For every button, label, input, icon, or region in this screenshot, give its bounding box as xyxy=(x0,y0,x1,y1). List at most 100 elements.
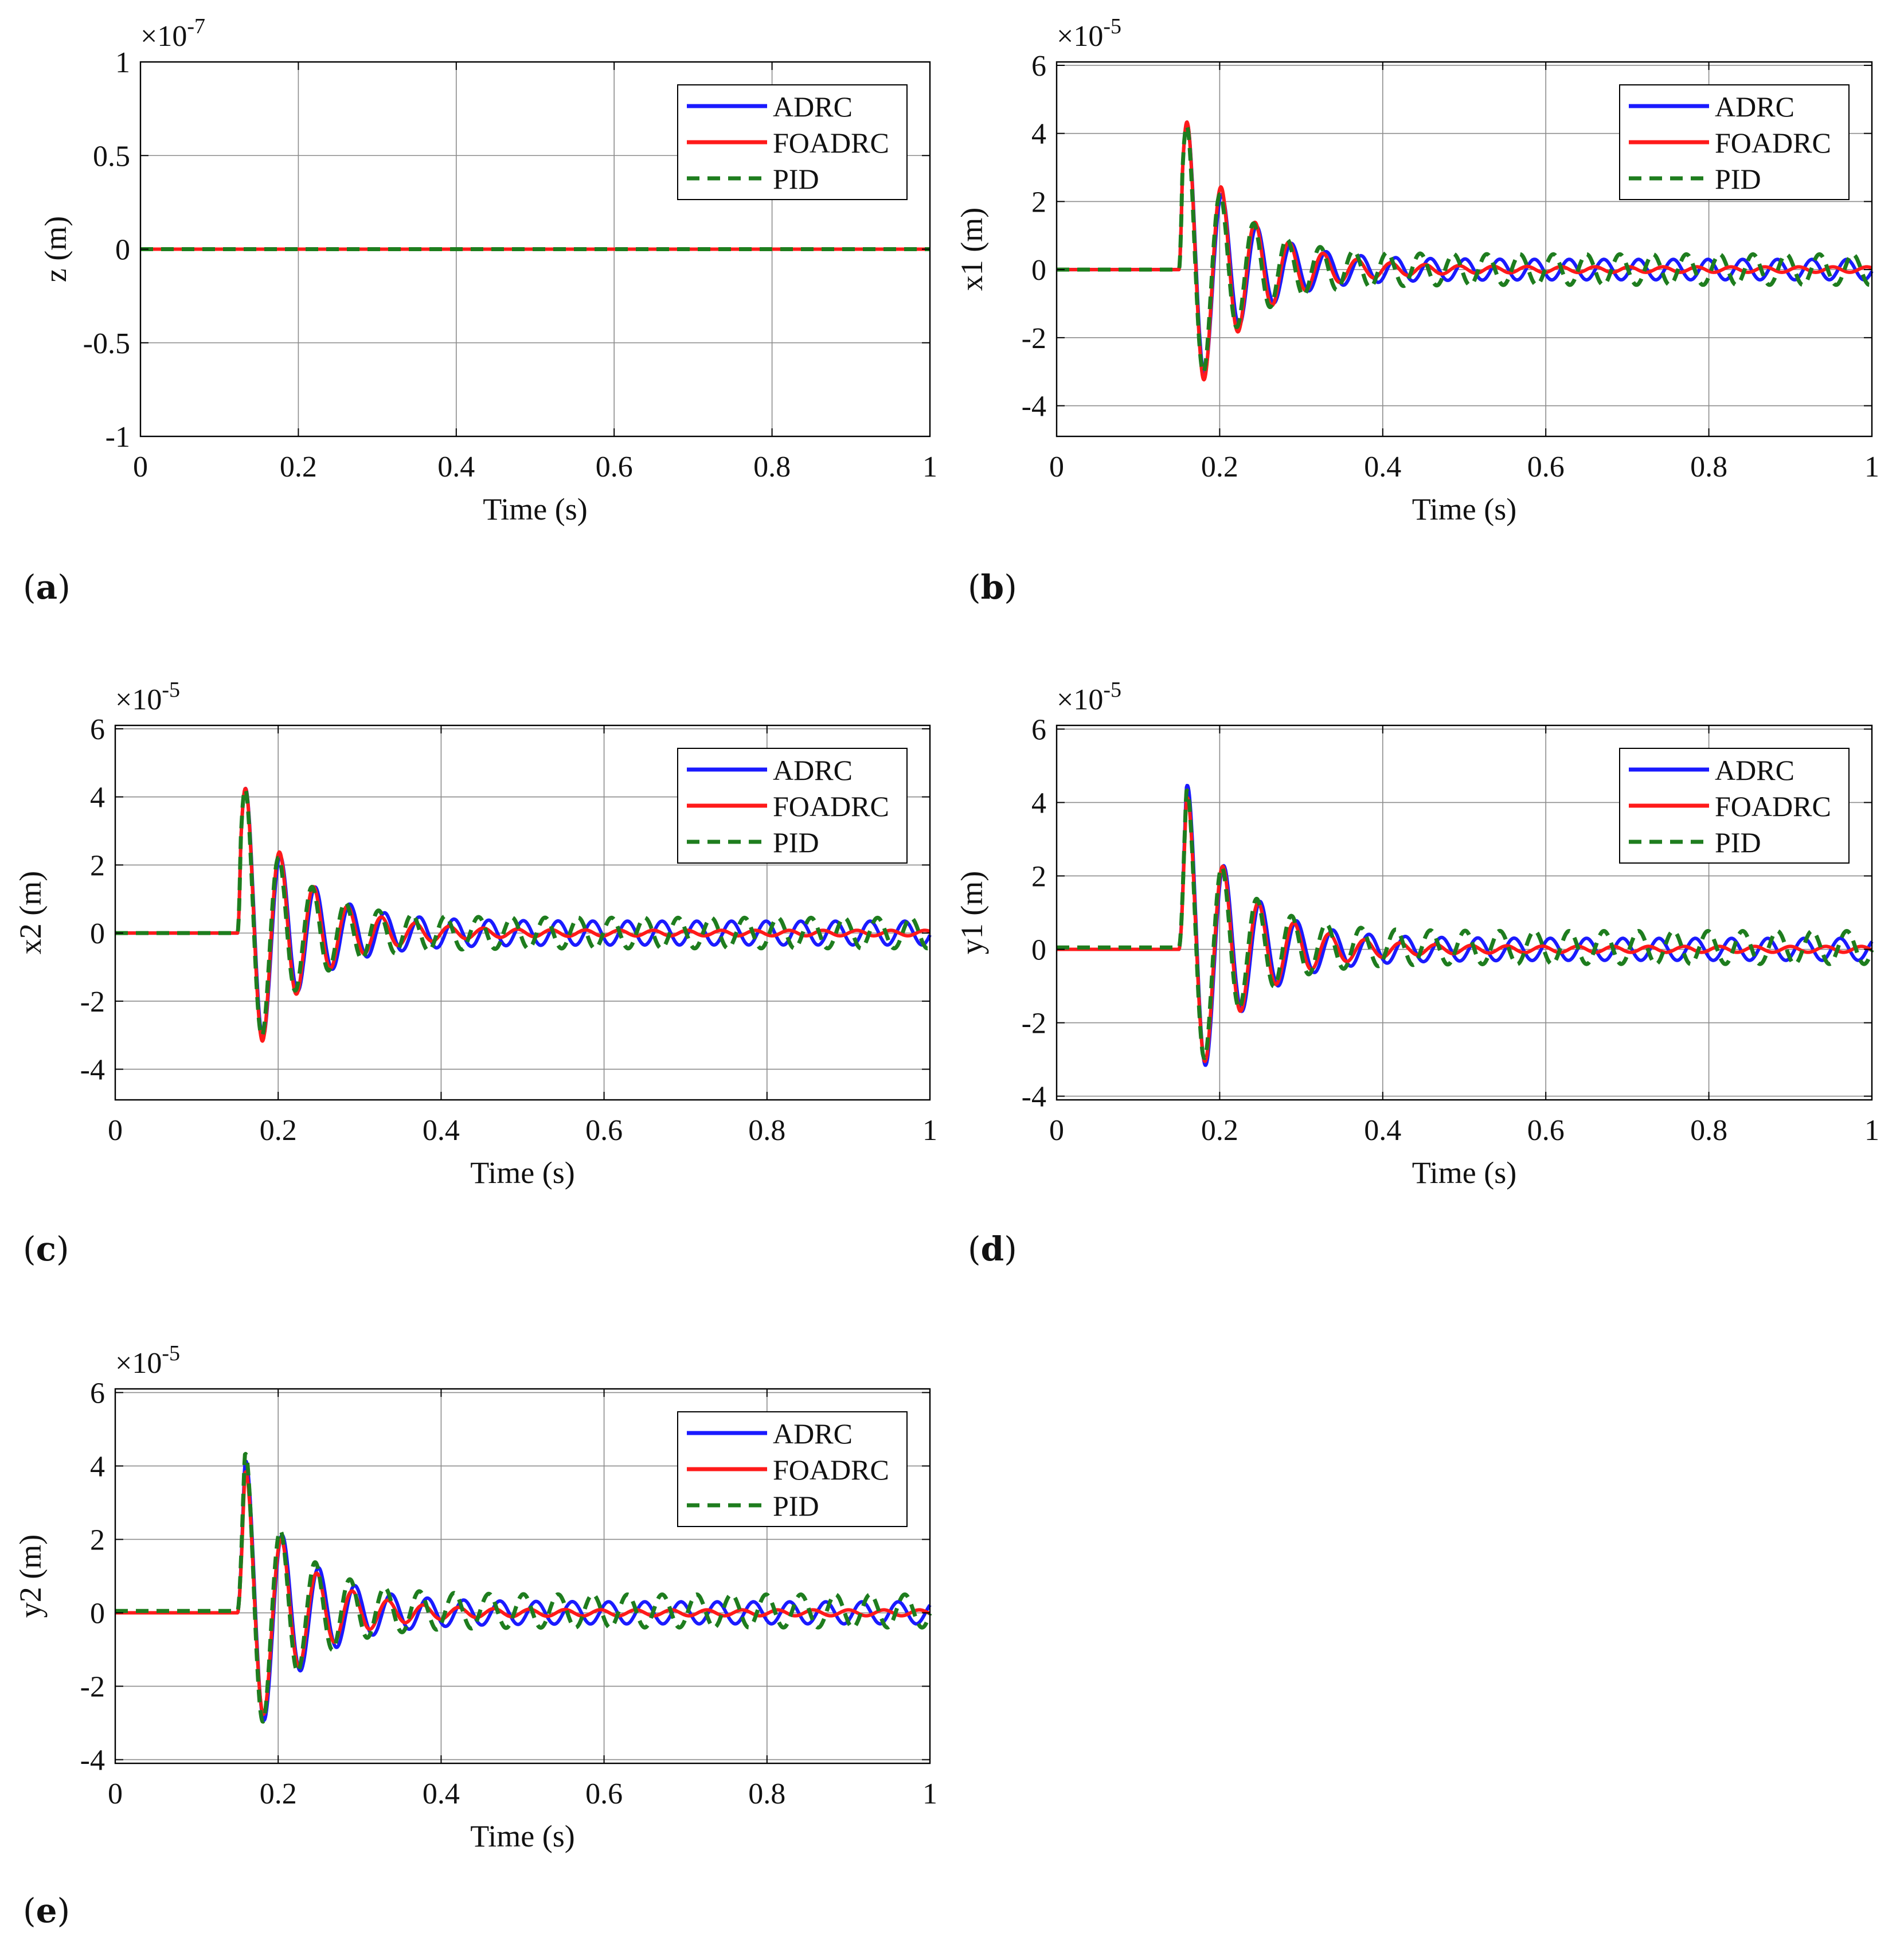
x-tick-label: 0.2 xyxy=(260,1778,297,1810)
axis-exponent: ×10-5 xyxy=(115,678,180,716)
x-tick-label: 0 xyxy=(108,1114,123,1147)
x-tick-label: 0.2 xyxy=(260,1114,297,1147)
x-tick-label: 0.4 xyxy=(1364,451,1401,483)
y-tick-label: 2 xyxy=(90,1524,105,1556)
x-tick-label: 0.8 xyxy=(1690,1114,1727,1147)
x-tick-label: 0 xyxy=(1049,1114,1064,1147)
x-tick-label: 0.8 xyxy=(1690,451,1727,483)
x-tick-label: 0.4 xyxy=(1364,1114,1401,1147)
x-axis-label: Time (s) xyxy=(470,1819,575,1853)
legend-label-adrc: ADRC xyxy=(773,1418,853,1450)
legend: ADRC FOADRC PID xyxy=(677,1411,908,1527)
x-axis-label: Time (s) xyxy=(470,1155,575,1190)
y-tick-label: 0.5 xyxy=(93,140,130,173)
legend: ADRC FOADRC PID xyxy=(1619,748,1850,864)
x-tick-label: 0.2 xyxy=(1201,451,1238,483)
y-tick-label: 0 xyxy=(90,918,105,950)
y-tick-label: 6 xyxy=(90,1377,105,1410)
y-tick-label: -2 xyxy=(1022,322,1046,355)
legend-label-adrc: ADRC xyxy=(773,754,853,786)
y-axis-label: x1 (m) xyxy=(955,208,989,291)
panel-label-c: (c) xyxy=(23,1229,69,1268)
legend-label-pid: PID xyxy=(773,163,819,195)
y-tick-label: -4 xyxy=(1022,391,1046,423)
x-tick-label: 0.4 xyxy=(423,1114,460,1147)
x-tick-label: 0.8 xyxy=(753,451,791,483)
chart-a: 0 0.2 0.4 0.6 0.8 1 -1 -0.5 0 0.5 1 ×10-7 Time (s) z … xyxy=(38,14,937,526)
x-axis-label: Time (s) xyxy=(1412,1155,1517,1190)
legend-label-pid: PID xyxy=(773,1490,819,1522)
legend-label-foadrc: FOADRC xyxy=(773,127,889,159)
y-tick-label: 2 xyxy=(90,849,105,882)
legend: ADRC FOADRC PID xyxy=(677,748,908,864)
y-tick-label: -4 xyxy=(80,1054,105,1087)
y-tick-label: 0 xyxy=(90,1598,105,1630)
series-line-pid xyxy=(1055,124,1874,374)
axes-box xyxy=(114,1388,931,1764)
x-tick-label: 1 xyxy=(922,1778,937,1810)
y-tick-label: -4 xyxy=(80,1744,105,1777)
y-tick-label: -4 xyxy=(1022,1081,1046,1114)
chart-e: 0 0.2 0.4 0.6 0.8 1 -4 -2 0 2 4 6 ×10-5 Time (s) y2 (m… xyxy=(13,1341,937,1853)
y-tick-label: 0 xyxy=(1031,934,1046,967)
x-tick-label: 0 xyxy=(108,1778,123,1810)
axes-box xyxy=(114,724,931,1101)
x-tick-label: 0.4 xyxy=(423,1778,460,1810)
axis-exponent: ×10-5 xyxy=(115,1341,180,1380)
chart-d: 0 0.2 0.4 0.6 0.8 1 -4 -2 0 2 4 6 ×10-5 Time (s) y1 (m… xyxy=(955,678,1879,1190)
y-tick-label: 6 xyxy=(1031,50,1046,83)
axis-exponent: ×10-5 xyxy=(1057,678,1121,716)
series-line-foadrc xyxy=(1055,795,1873,1063)
y-tick-label: 6 xyxy=(1031,713,1046,746)
y-tick-label: -1 xyxy=(105,421,130,454)
x-tick-label: 0.6 xyxy=(1527,451,1565,483)
legend-label-foadrc: FOADRC xyxy=(1715,127,1831,159)
y-tick-label: -0.5 xyxy=(83,327,130,360)
legend: ADRC FOADRC PID xyxy=(1619,84,1850,200)
panel-label-b: (b) xyxy=(968,568,1017,607)
y-tick-label: 4 xyxy=(1031,787,1046,819)
panel-label-e: (e) xyxy=(23,1891,71,1930)
y-tick-label: 4 xyxy=(90,1450,105,1483)
axis-exponent: ×10-7 xyxy=(140,14,205,53)
y-tick-label: 2 xyxy=(1031,186,1046,218)
y-tick-label: 0 xyxy=(115,234,130,267)
legend-label-pid: PID xyxy=(1715,826,1761,858)
x-tick-label: 0.6 xyxy=(596,451,633,483)
y-axis-label: y1 (m) xyxy=(955,871,989,954)
axes-box xyxy=(1055,724,1873,1101)
series-line-pid xyxy=(114,787,932,1038)
x-tick-label: 0.8 xyxy=(748,1114,785,1147)
chart-c: 0 0.2 0.4 0.6 0.8 1 -4 -2 0 2 4 6 ×10-5 Time (s) x2 (m… xyxy=(13,678,937,1190)
x-tick-label: 0.6 xyxy=(585,1778,623,1810)
x-tick-label: 0.8 xyxy=(748,1778,785,1810)
legend-label-foadrc: FOADRC xyxy=(773,1454,889,1486)
y-tick-label: 6 xyxy=(90,713,105,746)
legend-label-adrc: ADRC xyxy=(773,91,853,123)
y-axis-label: z (m) xyxy=(38,216,73,282)
y-tick-label: -2 xyxy=(80,1671,105,1704)
y-tick-label: 1 xyxy=(115,46,130,79)
x-axis-label: Time (s) xyxy=(483,492,588,526)
x-tick-label: 0.4 xyxy=(437,451,475,483)
y-tick-label: 2 xyxy=(1031,860,1046,893)
legend-label-foadrc: FOADRC xyxy=(1715,790,1831,822)
y-tick-label: 0 xyxy=(1031,254,1046,287)
x-tick-label: 0.2 xyxy=(1201,1114,1238,1147)
series-line-pid xyxy=(114,1451,932,1724)
x-axis-label: Time (s) xyxy=(1412,492,1517,526)
x-tick-label: 1 xyxy=(922,451,937,483)
x-tick-label: 0.2 xyxy=(280,451,317,483)
legend-label-foadrc: FOADRC xyxy=(773,790,889,822)
y-tick-label: 4 xyxy=(90,782,105,814)
x-tick-label: 1 xyxy=(1864,451,1879,483)
legend-label-adrc: ADRC xyxy=(1715,754,1794,786)
legend-label-pid: PID xyxy=(773,826,819,858)
y-axis-label: y2 (m) xyxy=(13,1535,48,1618)
x-tick-label: 1 xyxy=(922,1114,937,1147)
axes-box xyxy=(1055,61,1873,438)
y-tick-label: -2 xyxy=(80,986,105,1018)
panel-label-d: (d) xyxy=(968,1229,1017,1268)
x-tick-label: 1 xyxy=(1864,1114,1879,1147)
